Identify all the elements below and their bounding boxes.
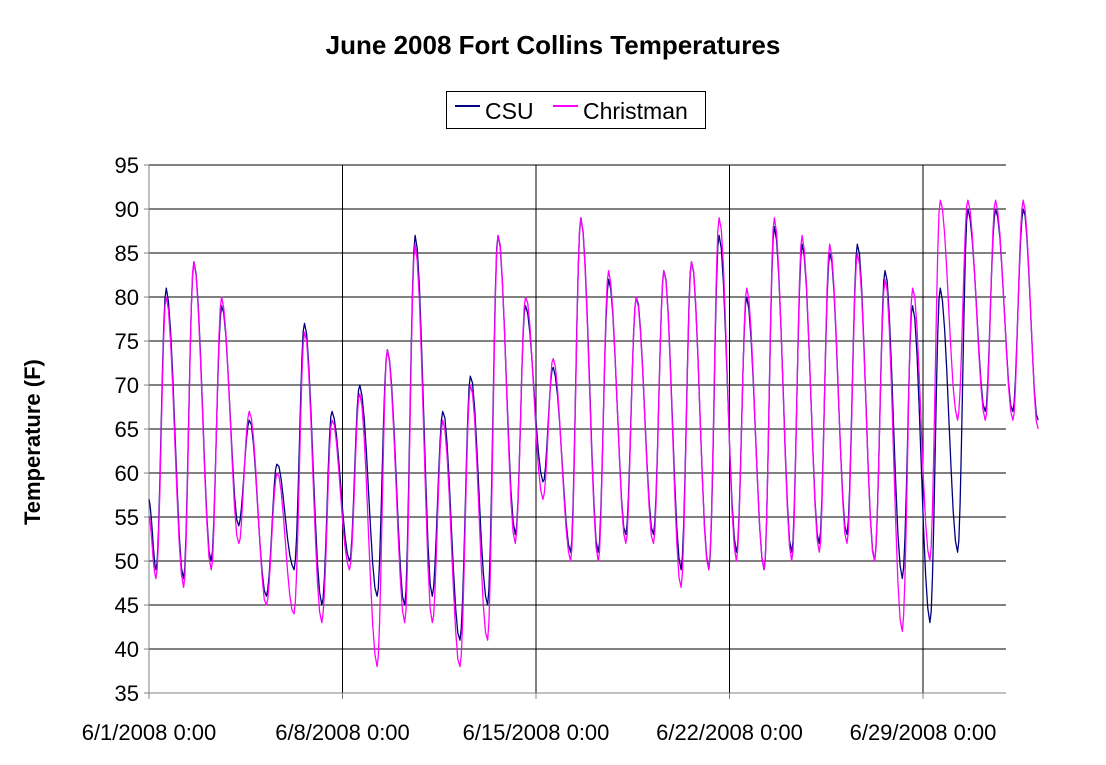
axes <box>144 164 1006 699</box>
y-tick-label: 55 <box>115 505 139 530</box>
chart-title: June 2008 Fort Collins Temperatures <box>325 30 781 60</box>
x-tick-label: 6/1/2008 0:00 <box>82 720 217 745</box>
chart-legend: CSU Christman <box>446 91 706 129</box>
y-tick-label: 80 <box>115 285 139 310</box>
series-lines <box>148 199 1039 668</box>
y-tick-labels: 35 40 45 50 55 60 65 70 75 80 85 90 95 <box>115 153 139 706</box>
grid-lines <box>149 164 1006 693</box>
legend-swatch-christman <box>553 105 578 107</box>
y-tick-label: 45 <box>115 593 139 618</box>
legend-label-csu: CSU <box>485 98 534 124</box>
y-tick-label: 90 <box>115 197 139 222</box>
x-tick-label: 6/8/2008 0:00 <box>275 720 410 745</box>
x-tick-label: 6/29/2008 0:00 <box>850 720 997 745</box>
x-tick-label: 6/22/2008 0:00 <box>656 720 803 745</box>
y-tick-label: 60 <box>115 461 139 486</box>
y-tick-label: 75 <box>115 329 139 354</box>
y-tick-label: 35 <box>115 681 139 706</box>
y-tick-label: 95 <box>115 153 139 178</box>
y-tick-label: 40 <box>115 637 139 662</box>
y-tick-label: 50 <box>115 549 139 574</box>
legend-label-christman: Christman <box>583 98 688 124</box>
y-tick-label: 65 <box>115 417 139 442</box>
x-tick-labels: 6/1/2008 0:00 6/8/2008 0:00 6/15/2008 0:00… <box>82 720 997 745</box>
y-tick-label: 85 <box>115 241 139 266</box>
legend-swatch-csu <box>455 105 480 107</box>
x-tick-label: 6/15/2008 0:00 <box>463 720 610 745</box>
series-line-christman <box>148 199 1039 668</box>
y-tick-label: 70 <box>115 373 139 398</box>
